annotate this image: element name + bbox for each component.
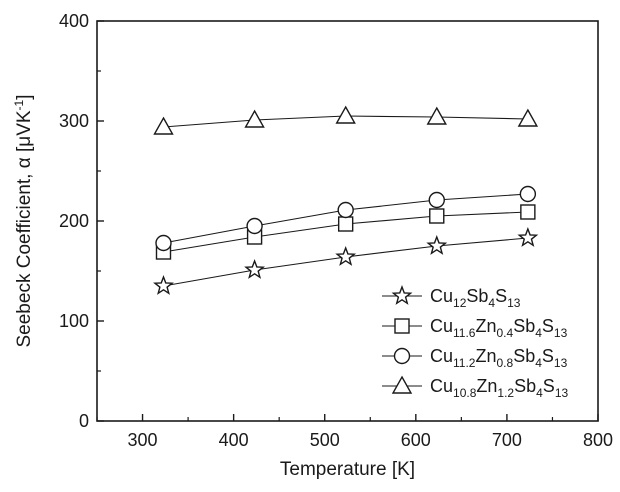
series-circle bbox=[155, 185, 537, 252]
series-triangle bbox=[153, 105, 539, 135]
legend-item: Cu10.8Zn1.2Sb4S13 bbox=[382, 375, 568, 400]
y-axis: 0 100 200 300 400 bbox=[59, 11, 104, 431]
x-tick-label: 700 bbox=[492, 430, 522, 450]
x-axis-title: Temperature [K] bbox=[280, 459, 415, 480]
y-tick-label: 300 bbox=[59, 111, 89, 131]
legend: Cu12Sb4S13 Cu11.6Zn0.4Sb4S13 Cu11.2Zn0.8Sb… bbox=[382, 285, 568, 400]
triangle-marker bbox=[244, 109, 265, 128]
circle-marker bbox=[519, 185, 537, 203]
legend-item: Cu11.6Zn0.4Sb4S13 bbox=[382, 316, 568, 340]
square-marker bbox=[520, 204, 536, 220]
x-tick-label: 300 bbox=[128, 430, 158, 450]
triangle-marker bbox=[335, 105, 356, 124]
x-tick-label: 400 bbox=[219, 430, 249, 450]
square-marker bbox=[337, 216, 354, 232]
x-axis: 300 400 500 600 700 800 bbox=[96, 414, 613, 450]
legend-label: Cu12Sb4S13 bbox=[430, 286, 521, 310]
legend-label: Cu10.8Zn1.2Sb4S13 bbox=[430, 376, 568, 400]
y-tick-label: 0 bbox=[79, 411, 89, 431]
triangle-marker bbox=[391, 375, 413, 394]
square-marker bbox=[429, 208, 445, 224]
legend-label: Cu11.2Zn0.8Sb4S13 bbox=[430, 346, 568, 370]
triangle-marker bbox=[426, 106, 447, 125]
circle-marker bbox=[428, 191, 445, 209]
star-marker bbox=[153, 275, 174, 295]
x-tick-label: 500 bbox=[310, 430, 340, 450]
x-tick-label: 800 bbox=[583, 430, 613, 450]
y-tick-label: 100 bbox=[59, 311, 89, 331]
series-layer bbox=[153, 105, 539, 295]
triangle-marker bbox=[517, 108, 539, 127]
star-marker bbox=[517, 227, 539, 247]
legend-item: Cu12Sb4S13 bbox=[382, 285, 521, 310]
legend-label: Cu11.6Zn0.4Sb4S13 bbox=[430, 316, 568, 340]
y-tick-label: 200 bbox=[59, 211, 89, 231]
circle-marker bbox=[337, 201, 354, 219]
star-marker bbox=[244, 259, 266, 279]
y-tick-label: 400 bbox=[59, 11, 89, 31]
square-marker bbox=[394, 318, 410, 334]
circle-marker bbox=[393, 347, 411, 365]
legend-item: Cu11.2Zn0.8Sb4S13 bbox=[382, 346, 568, 370]
star-marker bbox=[391, 285, 413, 305]
star-marker bbox=[426, 235, 448, 255]
star-marker bbox=[335, 246, 357, 266]
x-tick-label: 600 bbox=[401, 430, 431, 450]
series-line bbox=[163, 237, 528, 287]
circle-marker bbox=[155, 234, 172, 252]
series-star bbox=[153, 227, 539, 295]
triangle-marker bbox=[153, 116, 174, 135]
circle-marker bbox=[246, 217, 263, 235]
y-axis-title: Seebeck Coefficient, α [μVK-1] bbox=[12, 95, 35, 348]
